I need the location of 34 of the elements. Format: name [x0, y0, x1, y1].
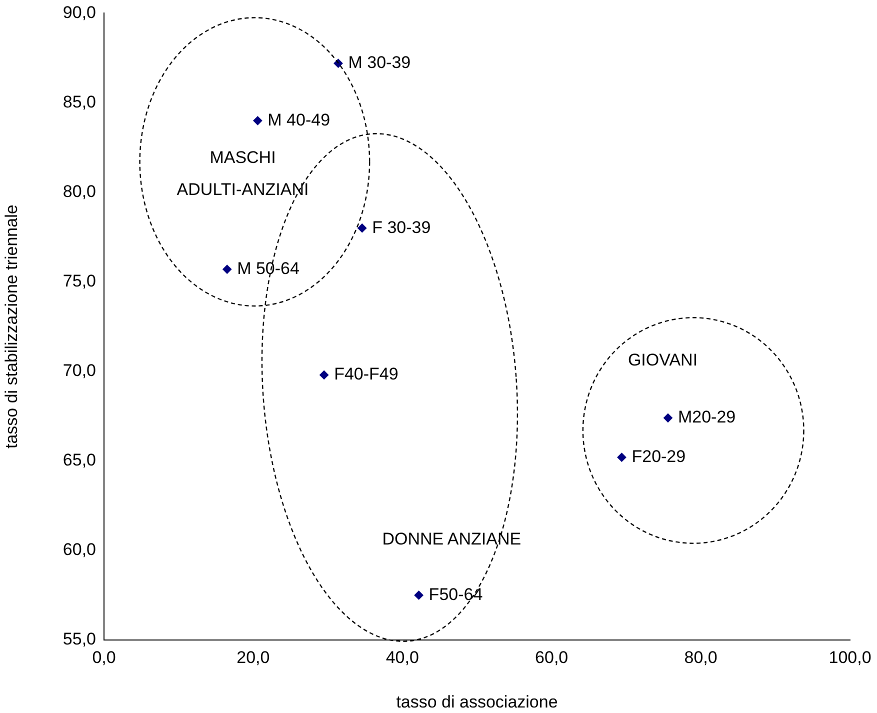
y-tick-label: 60,0: [62, 540, 96, 560]
annotation: DONNE ANZIANE: [382, 529, 522, 548]
y-axis-title: tasso di stabilizzazione triennale: [2, 204, 21, 449]
x-tick-label: 80,0: [684, 648, 718, 667]
annotation: MASCHI ADULTI-ANZIANI: [176, 148, 309, 200]
y-tick-label: 55,0: [62, 630, 96, 649]
point: [222, 264, 232, 274]
y-tick-label: 90,0: [62, 2, 96, 22]
y-tick-label: 80,0: [62, 182, 96, 201]
annotation: F50-64: [428, 584, 483, 604]
y-tick-label: 65,0: [62, 450, 96, 470]
x-tick-label: 20,0: [236, 648, 270, 667]
annotation: M20-29: [678, 408, 736, 427]
x-tick-label: 60,0: [535, 648, 568, 667]
annotation: GIOVANI: [628, 350, 698, 370]
point: [358, 224, 367, 233]
x-axis-title: tasso di associazione: [396, 692, 558, 712]
annotation: F 30-39: [372, 218, 431, 237]
annotation: M 30-39: [348, 53, 411, 72]
x-tick-label: 100,0: [828, 648, 872, 667]
annotation: M 40-49: [268, 110, 330, 130]
point: [663, 413, 672, 422]
y-tick-label: 85,0: [62, 92, 96, 112]
point: [414, 590, 424, 600]
annotation: M 50-64: [237, 258, 300, 278]
y-tick-label: 70,0: [62, 361, 96, 380]
point: [253, 116, 262, 126]
annotation: F20-29: [632, 447, 686, 466]
annotation: F40-F49: [334, 364, 398, 384]
x-tick-label: 40,0: [386, 648, 419, 667]
y-tick-label: 75,0: [62, 272, 96, 291]
x-tick-label: 0,0: [92, 648, 116, 667]
point: [320, 370, 329, 380]
point: [617, 452, 626, 462]
